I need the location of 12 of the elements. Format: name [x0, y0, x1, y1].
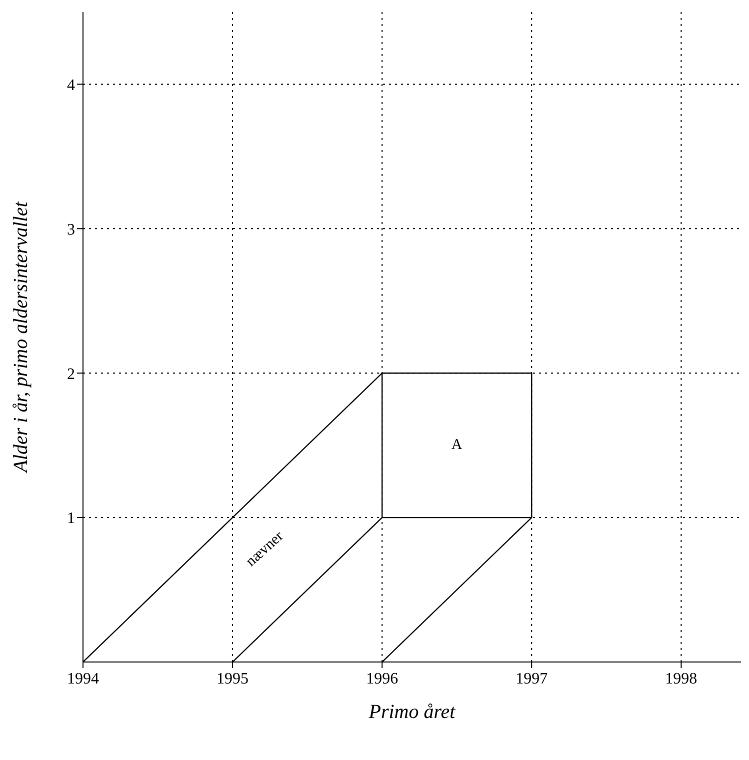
annotation: A [451, 436, 462, 453]
y-axis-title: Alder i år, primo aldersintervallet [10, 201, 32, 474]
y-tick-label: 1 [67, 510, 75, 528]
x-tick-label: 1997 [516, 670, 548, 688]
x-tick-label: 1998 [665, 670, 698, 688]
x-tick-label: 1996 [366, 670, 398, 688]
y-tick-label: 2 [67, 366, 75, 383]
y-tick-label: 4 [67, 76, 75, 94]
y-tick-label: 3 [67, 221, 75, 238]
x-axis-title: Primo året [368, 701, 456, 723]
x-tick-label: 1994 [67, 670, 99, 688]
x-tick-label: 1995 [216, 670, 249, 688]
